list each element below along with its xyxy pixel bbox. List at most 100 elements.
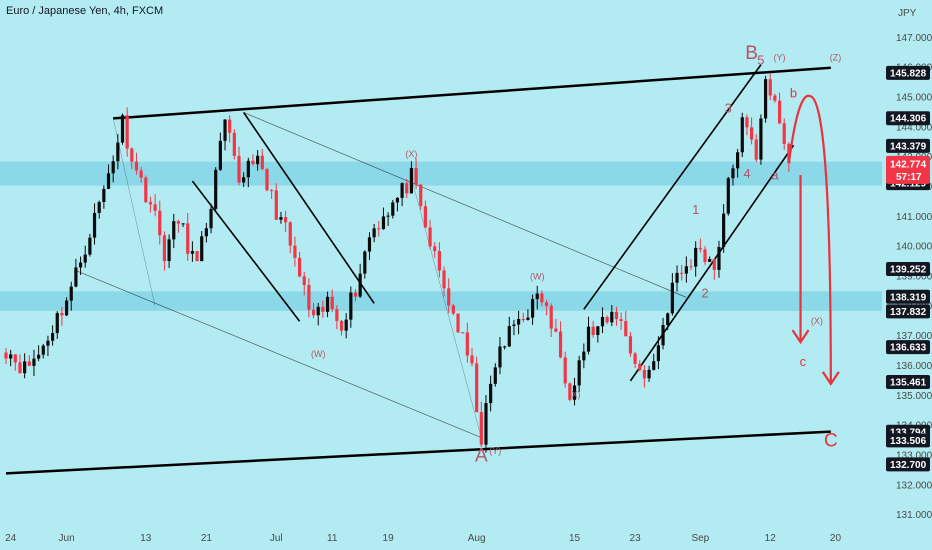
price-tick-label: 139.000: [896, 271, 932, 282]
candle-body: [633, 353, 637, 364]
price-zone-2: [0, 291, 882, 311]
price-tag: 145.828: [886, 65, 930, 80]
price-axis: 131.000132.000133.000134.000135.000136.0…: [886, 33, 932, 521]
channel-line-4: [629, 144, 795, 382]
price-tag: 144.306: [886, 111, 930, 126]
price-tag-box: [886, 457, 930, 472]
candle-body: [503, 346, 507, 348]
candle-body: [684, 266, 688, 274]
candle-body: [456, 313, 460, 333]
thin-trend-line-4: [411, 178, 482, 438]
candle-body: [69, 286, 73, 301]
candle-body: [167, 239, 171, 262]
wave-label: 4: [743, 166, 750, 181]
candle-body: [223, 119, 227, 141]
candle-body: [325, 296, 330, 312]
thin-trend-line-1: [75, 270, 482, 438]
candle-body: [624, 321, 628, 337]
candle-body: [232, 132, 236, 156]
candle-body: [307, 285, 311, 310]
candle-body: [339, 320, 344, 331]
price-tag-value: 133.506: [890, 436, 927, 447]
candle-body: [23, 361, 27, 374]
candle-body: [428, 227, 432, 247]
candle-body: [777, 100, 782, 124]
time-tick-label: 12: [765, 533, 777, 544]
candle-body: [447, 288, 451, 306]
candle-body: [736, 152, 740, 169]
chart-title: Euro / Japanese Yen, 4h, FXCM: [6, 5, 164, 17]
wave-label: 3: [725, 100, 732, 115]
time-tick-label: Aug: [468, 533, 486, 544]
price-tag-box: [886, 340, 930, 355]
wave-label: a: [771, 168, 779, 183]
candle-body: [270, 190, 274, 192]
candle-body: [344, 319, 348, 331]
time-tick-label: 23: [630, 533, 642, 544]
current-price-box: [886, 155, 930, 184]
thin-trend-line-2: [243, 112, 687, 298]
wave-label: c: [800, 354, 807, 369]
candle-body: [391, 202, 395, 216]
candle-body: [596, 326, 600, 335]
candle-body: [409, 168, 414, 194]
candle-body: [433, 246, 437, 252]
time-tick-label: 21: [201, 533, 213, 544]
candle-body: [694, 247, 698, 267]
candle-body: [134, 161, 139, 171]
candle-body: [642, 370, 647, 379]
candle-body: [619, 319, 623, 322]
candle-body: [41, 345, 45, 355]
candle-body: [120, 115, 125, 143]
candle-body: [284, 217, 288, 223]
candle-body: [745, 117, 749, 128]
candle-body: [526, 317, 530, 320]
candle-body: [237, 155, 241, 183]
candle-body: [563, 357, 567, 384]
arrow-head: [791, 329, 810, 345]
price-tag-box: [886, 261, 930, 276]
candle-body: [656, 345, 660, 362]
candle-body: [111, 161, 115, 174]
candle-body: [652, 361, 656, 370]
time-tick-label: 19: [383, 533, 395, 544]
candle-body: [395, 197, 400, 203]
trend-lines: [5, 64, 831, 475]
candle-body: [722, 213, 726, 248]
candle-body: [4, 352, 8, 359]
wave-label: B: [745, 43, 758, 64]
candle-body: [582, 351, 586, 361]
candle-body: [731, 168, 735, 179]
candle-body: [470, 355, 474, 364]
price-tag-value: 136.633: [890, 343, 927, 354]
candle-body: [661, 325, 665, 346]
price-tag-box: [886, 65, 930, 80]
time-tick-label: 13: [140, 533, 152, 544]
arrow-head: [821, 371, 840, 386]
candle-body: [228, 119, 232, 133]
candle-body: [214, 169, 218, 209]
price-tick-label: 131.000: [896, 510, 932, 521]
price-tag-box: [886, 289, 930, 304]
candle-body: [717, 247, 721, 270]
candle-body: [712, 259, 716, 270]
candle-body: [92, 212, 97, 238]
price-tick-label: 133.000: [896, 450, 932, 461]
channel-line-2: [242, 112, 375, 304]
candle-body: [190, 251, 194, 254]
price-tag-value: 138.319: [890, 292, 927, 303]
candle-body: [475, 363, 479, 413]
candle-body: [763, 79, 768, 119]
candle-body: [680, 272, 684, 274]
candle-body: [256, 155, 260, 165]
candle-body: [209, 208, 213, 229]
candle-body: [549, 305, 553, 329]
wave-label: (X): [405, 149, 417, 159]
candle-body: [372, 228, 376, 238]
candle-body: [106, 173, 111, 189]
candle-body: [102, 188, 106, 202]
candle-body: [335, 309, 339, 321]
price-tag-box: [886, 375, 930, 390]
price-tag: 136.633: [886, 340, 930, 355]
